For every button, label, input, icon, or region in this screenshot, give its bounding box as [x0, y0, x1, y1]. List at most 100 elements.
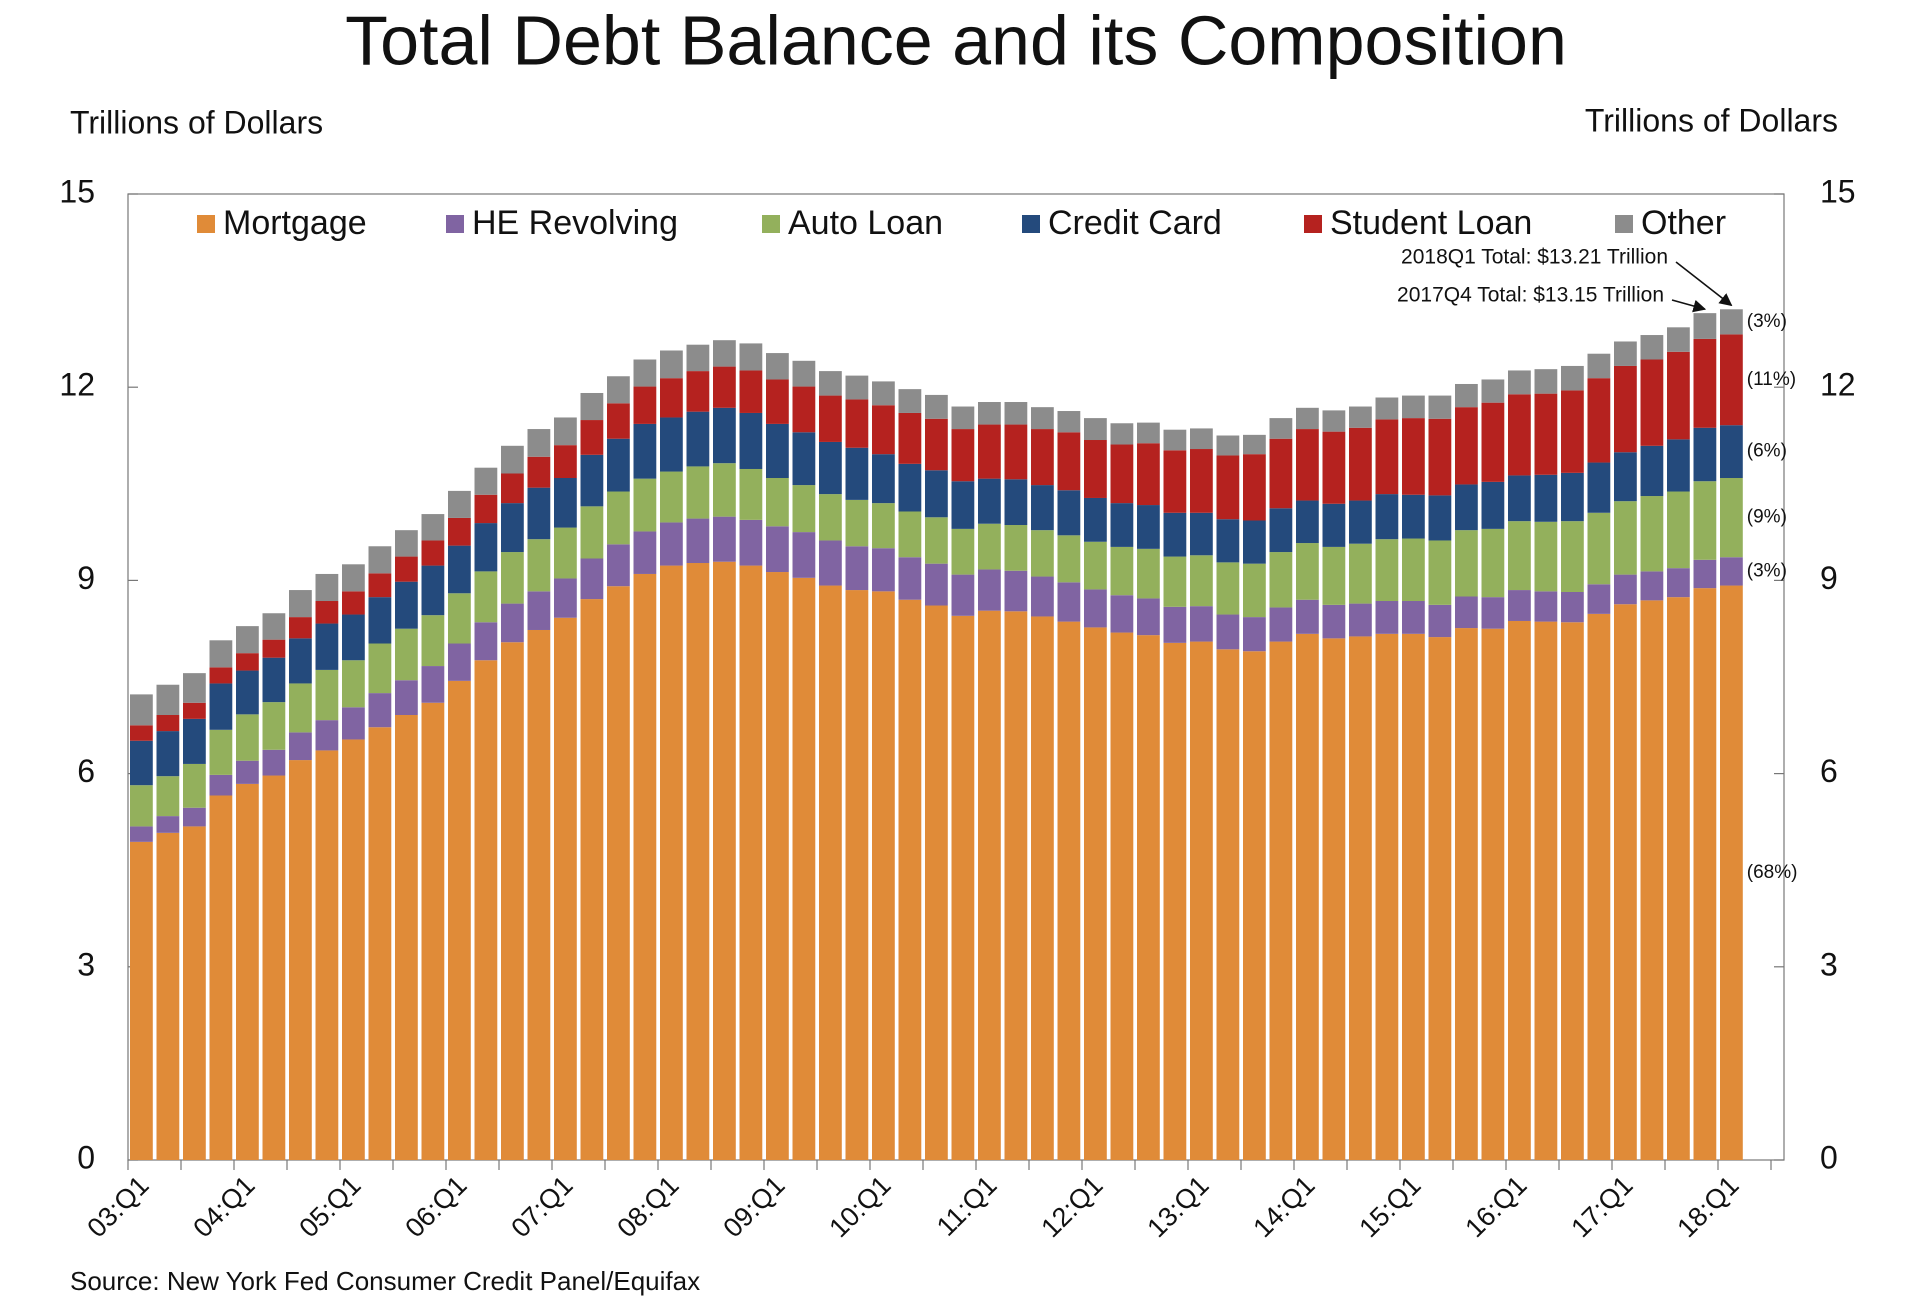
bar-segment [1720, 309, 1743, 335]
annotation: 2017Q4 Total: $13.15 Trillion [1397, 284, 1664, 307]
bar-segment [1534, 474, 1558, 522]
bar-segment [395, 714, 418, 1160]
bar-segment [1693, 481, 1717, 560]
y2-tick-label: 6 [1820, 753, 1838, 789]
bar-segment [1349, 603, 1372, 637]
legend-label: Auto Loan [788, 204, 943, 242]
bar-segment [1004, 611, 1028, 1160]
bar-segment [1163, 429, 1187, 451]
bar-segment [315, 750, 339, 1160]
bar-segment [1084, 541, 1107, 590]
bar-segment [1587, 584, 1611, 614]
bar-segment [951, 429, 975, 482]
bar-segment [872, 454, 895, 504]
bar-segment [1402, 601, 1425, 634]
bar-segment [1322, 604, 1346, 639]
bar-segment [236, 760, 259, 784]
legend-swatch [446, 215, 464, 233]
x-tick-label: 11:Q1 [931, 1170, 1003, 1242]
bar-segment [686, 344, 710, 372]
bar-segment [421, 540, 445, 566]
x-tick-label: 13:Q1 [1141, 1170, 1214, 1243]
bar-segment [845, 399, 869, 448]
bar-segment [554, 445, 577, 479]
y-tick-label: 15 [59, 173, 95, 209]
bar-segment [1110, 503, 1134, 547]
legend-swatch [1615, 215, 1633, 233]
bar-segment [395, 628, 418, 681]
x-tick-label: 10:Q1 [823, 1170, 896, 1243]
bar-segment [633, 423, 657, 479]
bar-segment [792, 577, 816, 1160]
bar-segment [1587, 512, 1611, 585]
bar-segment [448, 643, 471, 681]
bar-segment [1481, 481, 1505, 529]
bar-segment [368, 727, 392, 1160]
bar-segment [130, 694, 153, 726]
x-tick-label: 07:Q1 [505, 1170, 578, 1243]
share-label: (6%) [1747, 441, 1787, 462]
bar-segment [1667, 439, 1690, 492]
bar-segment [580, 599, 604, 1160]
bar-segment [501, 503, 524, 553]
bar-segment [1057, 582, 1081, 622]
bar-segment [1614, 365, 1637, 453]
bar-segment [1428, 495, 1452, 541]
bar-segment [1031, 576, 1054, 617]
x-tick-label: 06:Q1 [399, 1170, 472, 1243]
share-label: (9%) [1747, 507, 1787, 528]
bar-segment [527, 591, 551, 630]
bar-segment [1508, 590, 1531, 621]
bar-segment [1163, 556, 1187, 607]
bar-segment [1004, 570, 1028, 612]
bar-segment [1640, 335, 1664, 360]
x-tick-label: 04:Q1 [187, 1170, 260, 1243]
bar-segment [660, 471, 683, 523]
bar-segment [1640, 445, 1664, 497]
bar-segment [1508, 394, 1531, 476]
bar-segment [262, 657, 286, 703]
bar-segment [1190, 641, 1213, 1160]
bar-segment [1667, 327, 1690, 352]
share-label: (3%) [1747, 560, 1787, 581]
bar-segment [1057, 411, 1081, 433]
bar-segment [395, 530, 418, 557]
bar-segment [713, 366, 736, 408]
bar-segment [395, 556, 418, 582]
bar-segment [1481, 402, 1505, 482]
bar-segment [368, 573, 392, 598]
bar-segment [130, 740, 153, 786]
bar-segment [607, 438, 630, 492]
bar-segment [1349, 406, 1372, 428]
bar-segment [1640, 359, 1664, 446]
y-tick-label: 9 [77, 560, 95, 596]
bar-segment [262, 749, 286, 776]
bar-segment [1269, 552, 1293, 608]
bar-segment [1243, 520, 1266, 564]
x-tick-label: 14:Q1 [1247, 1170, 1320, 1243]
bar-segment [1534, 521, 1558, 592]
legend-label: Credit Card [1048, 204, 1222, 242]
bar-segment [1481, 597, 1505, 629]
bar-segment [1402, 633, 1425, 1160]
bar-segment [633, 386, 657, 424]
bar-segment [1667, 491, 1690, 569]
bar-segment [1190, 555, 1213, 607]
bar-segment [686, 411, 710, 467]
bar-segment [660, 350, 683, 379]
share-label: (68%) [1747, 862, 1798, 883]
bar-segment [1455, 383, 1478, 408]
annotation-arrow [1675, 261, 1733, 307]
bar-segment [554, 578, 577, 618]
bar-segment [580, 392, 604, 421]
legend-swatch [762, 215, 780, 233]
bar-segment [1243, 434, 1266, 455]
bar-segment [501, 473, 524, 504]
bar-segment [1163, 450, 1187, 513]
bar-segment [1561, 521, 1584, 592]
bar-segment [845, 546, 869, 591]
bar-segment [1455, 628, 1478, 1160]
bar-segment [236, 626, 259, 654]
bar-segment [1375, 494, 1399, 540]
bar-segment [1375, 419, 1399, 495]
